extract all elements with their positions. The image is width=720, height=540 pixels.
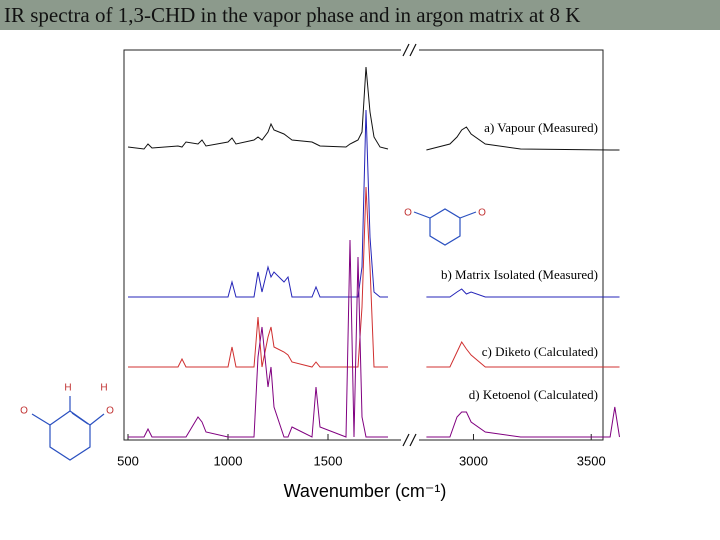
trace-label: d) Ketoenol (Calculated) — [469, 387, 598, 402]
spectrum-line — [128, 186, 620, 368]
axis-break — [401, 43, 419, 447]
x-tick-label: 500 — [117, 453, 139, 468]
x-tick-label: 3500 — [577, 453, 606, 468]
structure-atom: O — [404, 208, 412, 219]
structure-ketoenol — [31, 396, 105, 461]
x-tick-label: 1500 — [314, 453, 343, 468]
x-tick-label: 1000 — [214, 453, 243, 468]
structure-atom: H — [100, 383, 107, 394]
structure-atom: O — [478, 208, 486, 219]
structure-diketo — [413, 208, 477, 246]
plot-frame — [123, 49, 604, 441]
structure-atom: O — [106, 406, 114, 417]
spectrum-line — [128, 109, 620, 298]
spectrum-line — [127, 66, 620, 151]
trace-label: c) Diketo (Calculated) — [482, 344, 598, 359]
trace-label: b) Matrix Isolated (Measured) — [441, 267, 598, 282]
x-tick-label: 3000 — [459, 453, 488, 468]
slide-title: IR spectra of 1,3-CHD in the vapor phase… — [0, 0, 720, 30]
spectrum-line — [128, 239, 620, 438]
structure-atom: H — [64, 383, 71, 394]
trace-label: a) Vapour (Measured) — [484, 120, 598, 135]
structure-atom: O — [20, 406, 28, 417]
x-axis-label: Wavenumber (cm⁻¹) — [284, 481, 447, 501]
